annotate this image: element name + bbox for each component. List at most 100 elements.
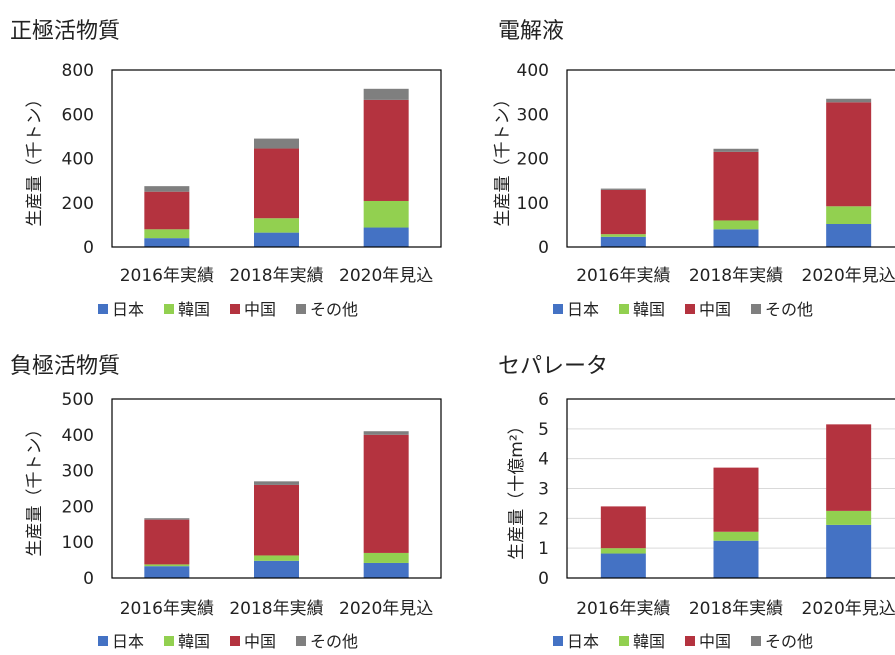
chart-legend: 日本 韓国 中国 その他 [98,300,358,319]
legend-swatch [164,304,174,314]
plot-frame [566,69,895,248]
bar-segment-中国 [254,484,299,556]
bar-segment-中国 [713,151,759,221]
legend-swatch [619,304,629,314]
legend-swatch [553,636,563,646]
x-tick-label: 2020年見込 [802,266,895,286]
legend-label: 日本 [567,632,599,651]
bar-segment-その他 [713,148,759,152]
legend-swatch [685,636,695,646]
legend-label: 中国 [699,300,731,319]
legend-swatch [619,636,629,646]
y-tick-label: 400 [62,150,94,170]
x-tick-label: 2016年実績 [576,266,670,286]
y-tick-label: 200 [62,497,94,517]
bar-segment-中国 [826,424,872,511]
y-axis-label: 生産量（千トン） [25,91,45,227]
x-tick-label: 2018年実績 [229,599,323,619]
chart-legend: 日本 韓国 中国 その他 [553,300,813,319]
bar-segment-韓国 [144,229,190,239]
legend-label: 韓国 [178,632,210,651]
y-tick-label: 0 [538,569,549,589]
legend-label: 日本 [112,632,144,651]
y-axis-label: 生産量（十億m²） [507,417,527,559]
bar-segment-中国 [826,102,872,207]
chart-panel-0: 正極活物質 0 200 400 600 800 生産量（千トン） 2016年実績 2018年実績… [10,19,442,319]
y-tick-label: 300 [62,462,94,482]
legend-label: 中国 [244,300,276,319]
bar-segment-その他 [144,186,190,192]
y-tick-label: 200 [62,194,94,214]
y-tick-label: 0 [538,238,549,258]
bar-segment-中国 [363,434,409,553]
x-tick-label: 2016年実績 [576,599,670,619]
bar-segment-韓国 [713,220,759,230]
bar-segment-韓国 [254,555,299,561]
bar-segment-日本 [826,524,872,578]
legend-label: 韓国 [178,300,210,319]
x-tick-label: 2018年実績 [689,266,783,286]
legend-swatch [296,304,306,314]
bar-segment-韓国 [254,218,299,233]
bar-segment-その他 [363,88,409,100]
bar-segment-日本 [713,229,759,247]
bar-segment-中国 [600,189,646,235]
legend-swatch [751,304,761,314]
bar-segment-韓国 [144,564,190,567]
legend-label: 韓国 [633,300,665,319]
chart-legend: 日本 韓国 中国 その他 [553,632,813,651]
x-tick-label: 2020年見込 [339,599,433,619]
legend-label: 韓国 [633,632,665,651]
legend-swatch [685,304,695,314]
y-tick-label: 600 [62,105,94,125]
legend-swatch [164,636,174,646]
y-tick-label: 100 [517,194,549,214]
legend-label: その他 [765,632,813,651]
y-tick-label: 3 [538,480,549,500]
bar-segment-日本 [144,238,190,247]
legend-swatch [553,304,563,314]
bar-segment-その他 [363,431,409,435]
y-tick-label: 200 [517,150,549,170]
bar-segment-中国 [254,148,299,219]
y-tick-label: 5 [538,420,549,440]
legend-swatch [230,304,240,314]
chart-title: 正極活物質 [10,19,120,44]
chart-panel-2: 負極活物質 0 100 200 300 400 500 生産量（千トン） 2016年実績 2018… [10,354,442,651]
bar-segment-その他 [826,98,872,103]
bar-segment-中国 [713,467,759,532]
chart-title: 負極活物質 [10,354,120,379]
bar-segment-日本 [254,560,299,578]
bar-segment-韓国 [826,510,872,525]
bar-segment-韓国 [600,234,646,237]
y-tick-label: 300 [517,105,549,125]
x-tick-label: 2018年実績 [689,599,783,619]
x-tick-label: 2018年実績 [229,266,323,286]
bar-segment-韓国 [600,548,646,554]
bar-segment-日本 [254,232,299,247]
bar-segment-中国 [363,99,409,201]
y-tick-label: 0 [83,238,94,258]
bar-segment-その他 [254,481,299,485]
legend-swatch [751,636,761,646]
chart-title: セパレータ [498,354,608,379]
bar-segment-日本 [826,223,872,247]
bar-segment-日本 [713,540,759,578]
bar-segment-その他 [254,138,299,149]
legend-label: 中国 [699,632,731,651]
legend-label: その他 [765,300,813,319]
chart-legend: 日本 韓国 中国 その他 [98,632,358,651]
y-tick-label: 4 [538,450,549,470]
legend-swatch [296,636,306,646]
y-axis-label: 生産量（千トン） [25,421,45,557]
bar-segment-中国 [144,191,190,230]
bar-segment-韓国 [363,200,409,228]
x-tick-label: 2020年見込 [802,599,895,619]
legend-label: 日本 [567,300,599,319]
y-tick-label: 1 [538,539,549,559]
bar-segment-その他 [600,188,646,190]
legend-swatch [230,636,240,646]
y-tick-label: 400 [62,426,94,446]
